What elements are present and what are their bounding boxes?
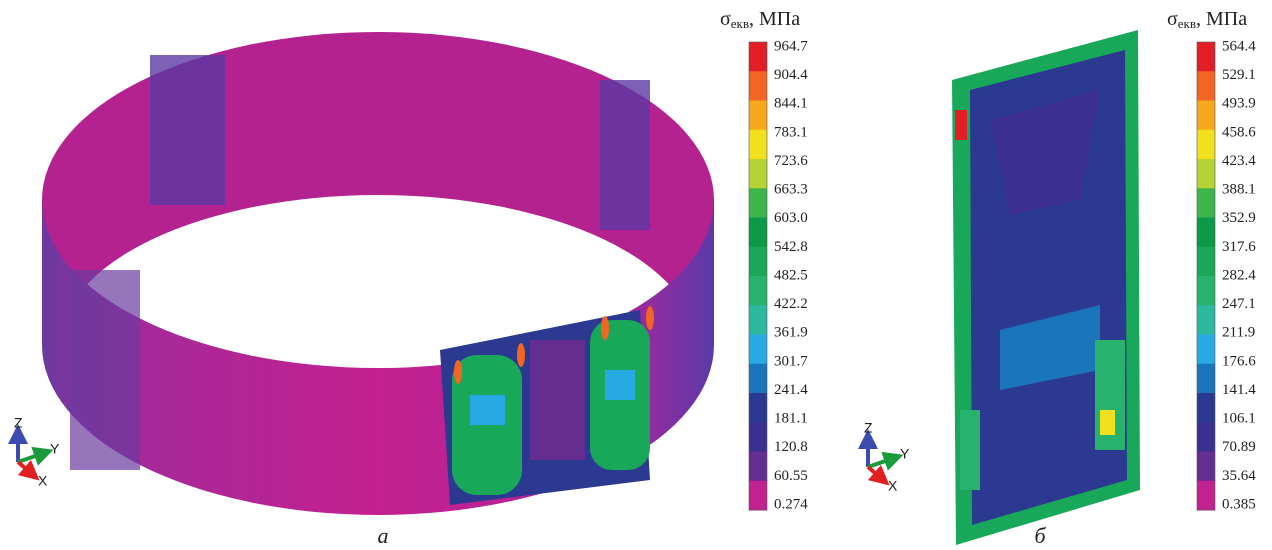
colorbar-segment	[1197, 130, 1215, 160]
colorbar-segment	[1197, 101, 1215, 131]
colorbar-segment	[749, 276, 767, 306]
axis-x	[18, 462, 32, 474]
colorbar-label: 493.9	[1222, 96, 1256, 112]
colorbar-segment	[1197, 42, 1215, 72]
colorbar-label: 282.4	[1222, 267, 1256, 283]
colorbar-label: 904.4	[774, 67, 808, 83]
axis-y	[868, 458, 894, 467]
axis-label: Z	[14, 415, 23, 431]
colorbar-segment	[749, 452, 767, 482]
colorbar-segment	[1197, 188, 1215, 218]
colorbar-label: 106.1	[1222, 411, 1256, 427]
colorbar-label: 0.274	[774, 496, 808, 512]
colorbar-segment	[1197, 218, 1215, 248]
caption: а	[378, 523, 389, 548]
colorbar-label: 247.1	[1222, 296, 1256, 312]
colorbar-label: 352.9	[1222, 210, 1256, 226]
axis-label: X	[38, 473, 48, 489]
colorbar-label: 141.4	[1222, 382, 1256, 398]
colorbar-segment	[1197, 364, 1215, 394]
colorbar-label: 603.0	[774, 210, 808, 226]
colorbar-label: 723.6	[774, 153, 808, 169]
axis-y	[18, 453, 44, 462]
colorbar-segment	[749, 42, 767, 72]
colorbar-segment	[749, 481, 767, 511]
ring-model	[42, 32, 714, 515]
figure: а б 964.7 904.4 844.1 783.1 723.6 663.3 603.0 5…	[0, 0, 1272, 550]
colorbar-label: 663.3	[774, 182, 808, 198]
colorbar-label: 181.1	[774, 411, 808, 427]
colorbar-segment	[1197, 481, 1215, 511]
colorbar-label: 423.4	[1222, 153, 1256, 169]
colorbar-segment	[749, 422, 767, 452]
colorbar-label: 35.64	[1222, 468, 1256, 484]
colorbar-segment	[749, 101, 767, 131]
colorbar-label: 422.2	[774, 296, 808, 312]
colorbar-segment	[1197, 422, 1215, 452]
symbol: σ	[1167, 8, 1178, 30]
colorbar-segment	[749, 335, 767, 365]
colorbar-label: 564.4	[1222, 38, 1256, 54]
colorbar-segment	[1197, 335, 1215, 365]
colorbar-label: 361.9	[774, 325, 808, 341]
axis-label: Y	[50, 441, 60, 457]
colorbar-label: 176.6	[1222, 353, 1256, 369]
colorbar-segment	[749, 218, 767, 248]
colorbar-segment	[749, 305, 767, 335]
colorbar-label: 542.8	[774, 239, 808, 255]
axis-x	[868, 467, 882, 479]
colorbar-title: σекв, МПа	[720, 8, 800, 31]
panel-model	[952, 30, 1140, 545]
colorbar-label: 844.1	[774, 96, 808, 112]
colorbar-segment	[1197, 276, 1215, 306]
colorbar-label: 458.6	[1222, 124, 1256, 140]
axis-label: Z	[864, 420, 873, 436]
colorbar-label: 0.385	[1222, 496, 1256, 512]
colorbar-label: 388.1	[1222, 182, 1256, 198]
colorbar-label: 301.7	[774, 353, 808, 369]
colorbar-segment	[749, 364, 767, 394]
caption: б	[1034, 523, 1046, 548]
colorbar-segment	[749, 247, 767, 277]
colorbar-label: 317.6	[1222, 239, 1256, 255]
colorbar-label: 964.7	[774, 38, 808, 54]
colorbar-segment	[749, 393, 767, 423]
colorbar-label: 241.4	[774, 382, 808, 398]
colorbar-segment	[749, 71, 767, 101]
subscript: екв	[731, 16, 749, 31]
colorbar-segment	[749, 130, 767, 160]
axis-label: X	[888, 478, 898, 494]
symbol: σ	[720, 8, 731, 30]
subscript: екв	[1178, 16, 1196, 31]
colorbar-label: 783.1	[774, 124, 808, 140]
colorbar-title: σекв, МПа	[1167, 8, 1247, 31]
colorbar-segment	[749, 188, 767, 218]
colorbar-label: 482.5	[774, 267, 808, 283]
colorbar-label: 211.9	[1222, 325, 1255, 341]
colorbar-label: 70.89	[1222, 439, 1256, 455]
colorbar-segment	[1197, 159, 1215, 189]
unit: , МПа	[749, 8, 800, 30]
colorbar-segment	[1197, 247, 1215, 277]
colorbar-segment	[1197, 393, 1215, 423]
colorbar-segment	[1197, 305, 1215, 335]
colorbar-segment	[1197, 71, 1215, 101]
colorbar-segment	[1197, 452, 1215, 482]
colorbar-label: 120.8	[774, 439, 808, 455]
axis-label: Y	[900, 446, 910, 462]
colorbar-label: 529.1	[1222, 67, 1256, 83]
unit: , МПа	[1196, 8, 1247, 30]
colorbar-label: 60.55	[774, 468, 808, 484]
colorbar-segment	[749, 159, 767, 189]
